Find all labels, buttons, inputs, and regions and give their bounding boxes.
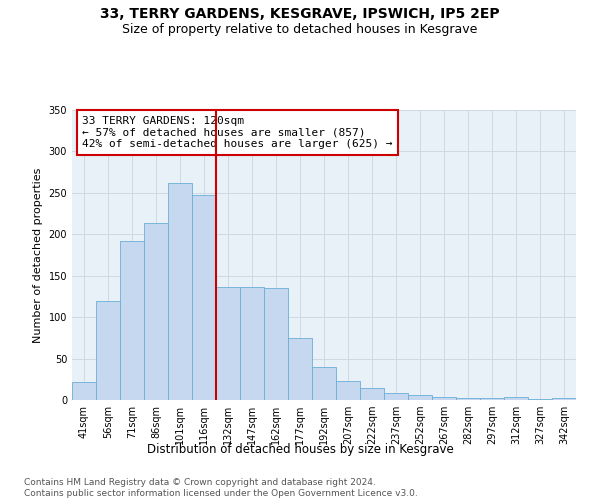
Bar (288, 338, 312, 400)
Bar (96, 300, 120, 400)
Y-axis label: Number of detached properties: Number of detached properties (33, 168, 43, 342)
Bar (408, 395, 432, 400)
Bar (528, 399, 552, 400)
Bar (312, 367, 336, 400)
Bar (192, 196, 216, 400)
Bar (336, 381, 360, 400)
Bar (480, 398, 504, 400)
Bar (384, 394, 408, 400)
Text: Distribution of detached houses by size in Kesgrave: Distribution of detached houses by size … (146, 442, 454, 456)
Bar (144, 222, 168, 400)
Bar (552, 398, 576, 400)
Bar (360, 388, 384, 400)
Bar (504, 396, 528, 400)
Bar (168, 183, 192, 400)
Bar (264, 288, 288, 400)
Bar (216, 288, 240, 400)
Bar (120, 241, 144, 400)
Text: 33 TERRY GARDENS: 120sqm
← 57% of detached houses are smaller (857)
42% of semi-: 33 TERRY GARDENS: 120sqm ← 57% of detach… (82, 116, 392, 149)
Bar (240, 288, 264, 400)
Bar (72, 382, 96, 400)
Text: Size of property relative to detached houses in Kesgrave: Size of property relative to detached ho… (122, 22, 478, 36)
Text: 33, TERRY GARDENS, KESGRAVE, IPSWICH, IP5 2EP: 33, TERRY GARDENS, KESGRAVE, IPSWICH, IP… (100, 8, 500, 22)
Text: Contains HM Land Registry data © Crown copyright and database right 2024.
Contai: Contains HM Land Registry data © Crown c… (24, 478, 418, 498)
Bar (456, 398, 480, 400)
Bar (432, 396, 456, 400)
